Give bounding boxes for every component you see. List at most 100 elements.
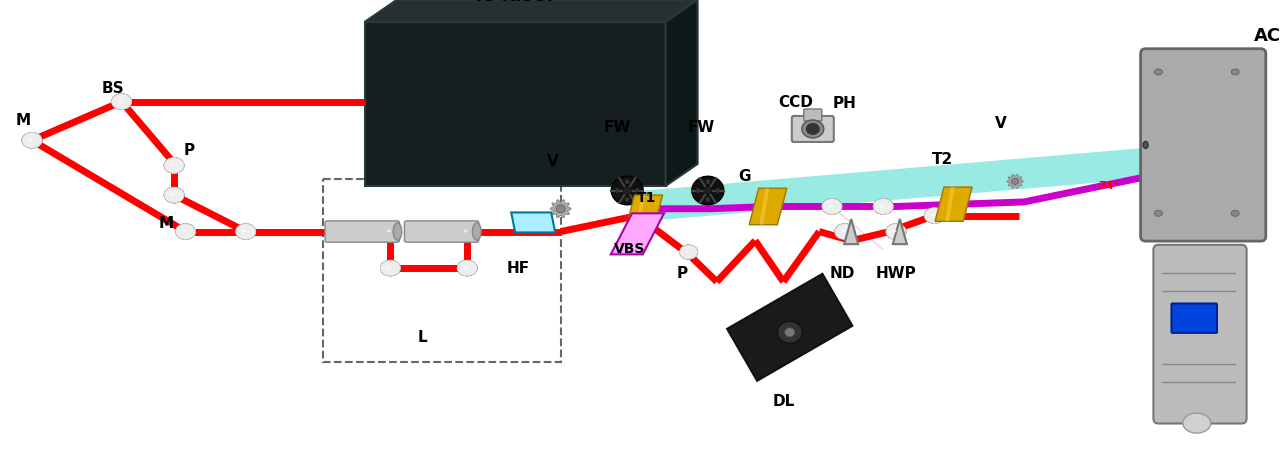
Ellipse shape bbox=[886, 224, 906, 240]
Ellipse shape bbox=[886, 224, 906, 240]
Ellipse shape bbox=[704, 187, 712, 195]
Ellipse shape bbox=[164, 158, 184, 174]
Ellipse shape bbox=[380, 224, 401, 240]
Ellipse shape bbox=[777, 322, 803, 344]
Ellipse shape bbox=[22, 133, 42, 149]
Ellipse shape bbox=[835, 224, 855, 240]
Ellipse shape bbox=[924, 208, 945, 224]
Ellipse shape bbox=[380, 261, 401, 276]
Ellipse shape bbox=[705, 180, 710, 185]
Ellipse shape bbox=[931, 214, 934, 217]
Ellipse shape bbox=[822, 199, 842, 215]
Text: CCD: CCD bbox=[778, 95, 814, 110]
Text: HWP: HWP bbox=[876, 266, 916, 280]
Ellipse shape bbox=[680, 246, 698, 259]
Ellipse shape bbox=[380, 224, 401, 240]
Ellipse shape bbox=[170, 164, 174, 167]
Ellipse shape bbox=[822, 199, 842, 215]
Text: P: P bbox=[184, 143, 195, 157]
Text: FW: FW bbox=[603, 120, 631, 135]
Ellipse shape bbox=[835, 224, 855, 240]
Polygon shape bbox=[635, 196, 645, 232]
Ellipse shape bbox=[680, 246, 698, 259]
Ellipse shape bbox=[873, 199, 893, 215]
Text: PH: PH bbox=[833, 96, 856, 111]
Ellipse shape bbox=[472, 223, 481, 241]
Polygon shape bbox=[611, 214, 664, 255]
Ellipse shape bbox=[1011, 179, 1019, 185]
Ellipse shape bbox=[924, 208, 945, 224]
Polygon shape bbox=[625, 196, 663, 232]
Ellipse shape bbox=[380, 224, 401, 240]
Ellipse shape bbox=[457, 261, 477, 276]
Ellipse shape bbox=[886, 224, 906, 240]
Ellipse shape bbox=[1155, 211, 1162, 217]
Polygon shape bbox=[365, 1, 698, 23]
Bar bbox=[323, 180, 561, 362]
Polygon shape bbox=[1007, 175, 1023, 189]
Ellipse shape bbox=[236, 224, 256, 240]
Ellipse shape bbox=[118, 101, 122, 103]
Text: M: M bbox=[15, 113, 31, 128]
Ellipse shape bbox=[801, 121, 824, 139]
Ellipse shape bbox=[623, 187, 631, 195]
FancyBboxPatch shape bbox=[1153, 245, 1247, 424]
Polygon shape bbox=[893, 219, 906, 245]
Ellipse shape bbox=[1231, 70, 1239, 76]
Ellipse shape bbox=[236, 224, 256, 240]
Ellipse shape bbox=[457, 261, 477, 276]
Polygon shape bbox=[945, 187, 955, 222]
Ellipse shape bbox=[616, 189, 620, 193]
Ellipse shape bbox=[463, 230, 467, 233]
Ellipse shape bbox=[380, 261, 401, 276]
Text: fs laser: fs laser bbox=[475, 0, 556, 5]
Polygon shape bbox=[550, 200, 571, 218]
Ellipse shape bbox=[1183, 413, 1211, 433]
Ellipse shape bbox=[1155, 70, 1162, 76]
Ellipse shape bbox=[873, 199, 893, 215]
Text: 74°: 74° bbox=[1098, 181, 1120, 191]
Polygon shape bbox=[845, 219, 858, 245]
Text: HF: HF bbox=[507, 260, 530, 275]
Ellipse shape bbox=[170, 194, 174, 197]
Ellipse shape bbox=[822, 199, 842, 215]
Ellipse shape bbox=[164, 158, 184, 174]
Ellipse shape bbox=[692, 177, 724, 205]
Ellipse shape bbox=[556, 205, 566, 213]
Ellipse shape bbox=[625, 180, 630, 185]
Ellipse shape bbox=[111, 95, 132, 110]
Ellipse shape bbox=[164, 188, 184, 203]
Ellipse shape bbox=[387, 267, 390, 269]
Polygon shape bbox=[832, 207, 883, 250]
Polygon shape bbox=[759, 189, 769, 225]
Ellipse shape bbox=[236, 224, 256, 240]
FancyBboxPatch shape bbox=[804, 110, 822, 121]
Text: V: V bbox=[995, 116, 1007, 130]
Ellipse shape bbox=[879, 205, 883, 208]
Ellipse shape bbox=[380, 261, 401, 276]
Ellipse shape bbox=[924, 208, 945, 224]
Ellipse shape bbox=[835, 224, 855, 240]
Ellipse shape bbox=[111, 95, 132, 110]
Text: M: M bbox=[159, 216, 174, 230]
Ellipse shape bbox=[892, 230, 896, 233]
Ellipse shape bbox=[380, 261, 401, 276]
Ellipse shape bbox=[164, 188, 184, 203]
Text: AC-PEEM: AC-PEEM bbox=[1254, 27, 1280, 46]
Text: V: V bbox=[547, 154, 559, 169]
Ellipse shape bbox=[457, 224, 477, 240]
FancyBboxPatch shape bbox=[404, 222, 479, 243]
Polygon shape bbox=[936, 187, 972, 222]
Text: VBS: VBS bbox=[614, 241, 645, 255]
Ellipse shape bbox=[242, 230, 246, 233]
Ellipse shape bbox=[380, 224, 401, 240]
Ellipse shape bbox=[457, 261, 477, 276]
Ellipse shape bbox=[463, 267, 467, 269]
Ellipse shape bbox=[696, 189, 700, 193]
Ellipse shape bbox=[457, 224, 477, 240]
Ellipse shape bbox=[236, 224, 256, 240]
Text: G: G bbox=[739, 169, 751, 184]
Ellipse shape bbox=[924, 208, 945, 224]
FancyBboxPatch shape bbox=[1140, 50, 1266, 242]
Ellipse shape bbox=[716, 189, 721, 193]
